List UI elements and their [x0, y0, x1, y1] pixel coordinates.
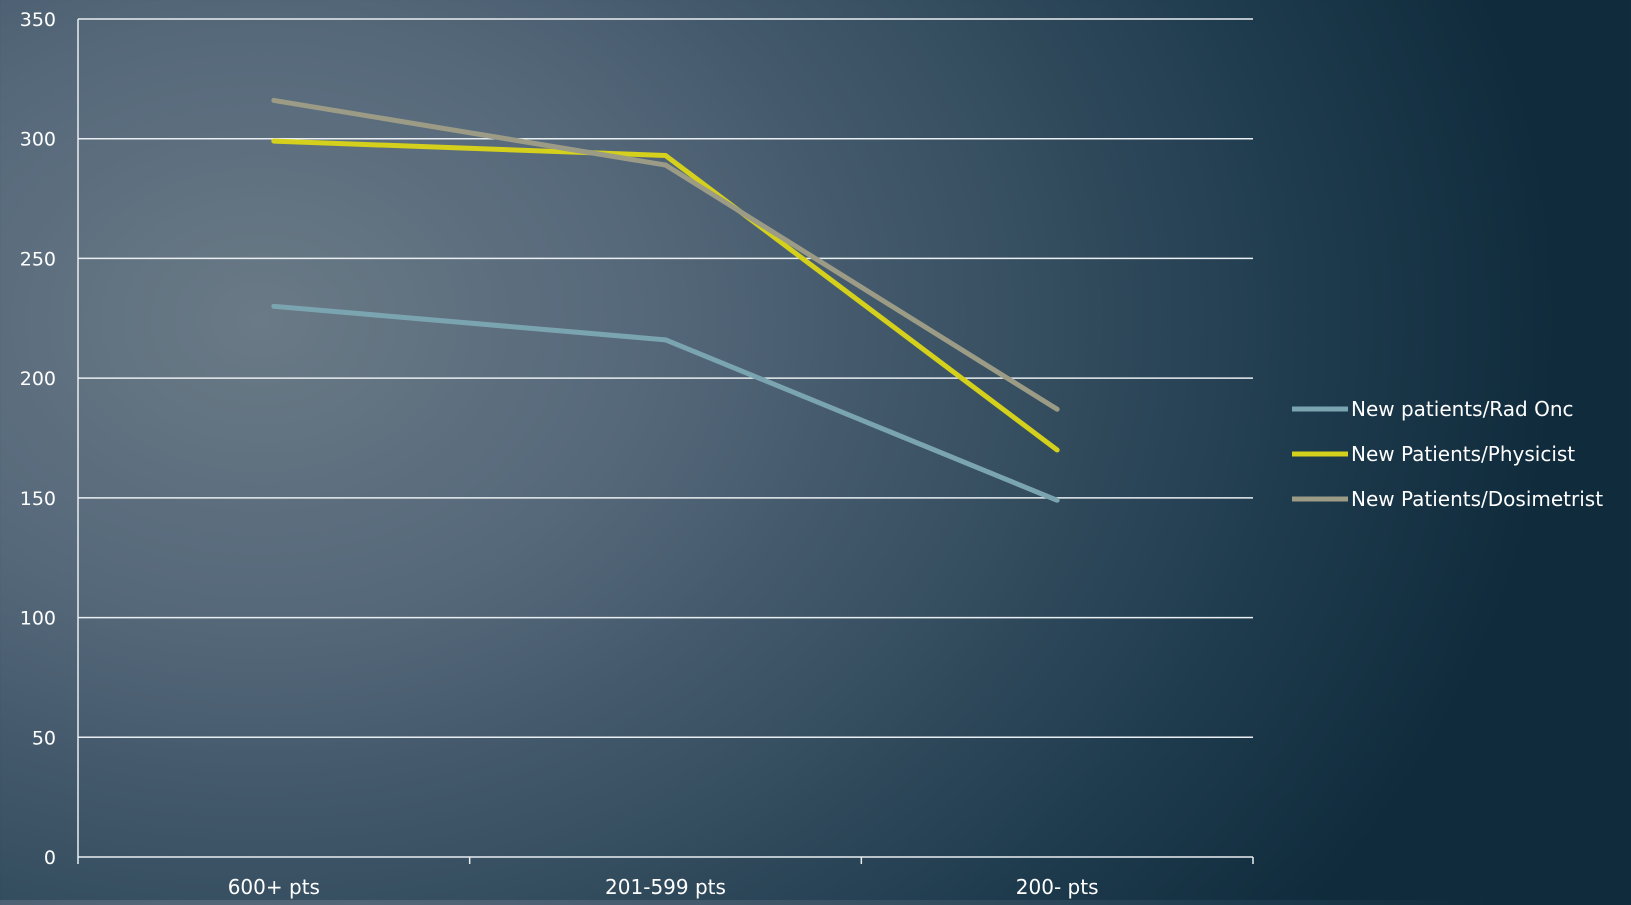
- y-tick-label: 250: [20, 248, 56, 270]
- x-tick-label: 200- pts: [1016, 875, 1099, 899]
- data-point: [271, 97, 277, 103]
- legend-item: New Patients/Physicist: [1292, 442, 1575, 466]
- data-point: [271, 138, 277, 144]
- y-tick-label: 300: [20, 129, 56, 151]
- data-point: [271, 303, 277, 309]
- data-point: [1054, 406, 1060, 412]
- x-tick-label: 201-599 pts: [605, 875, 726, 899]
- legend-label: New patients/Rad Onc: [1351, 397, 1574, 421]
- data-point: [663, 162, 668, 168]
- y-tick-label: 50: [32, 727, 56, 749]
- data-point: [663, 337, 668, 343]
- y-tick-label: 150: [20, 488, 56, 510]
- legend-label: New Patients/Physicist: [1351, 442, 1575, 466]
- legend-label: New Patients/Dosimetrist: [1351, 487, 1603, 511]
- series-line-2: [273, 138, 1059, 452]
- data-point: [663, 152, 668, 158]
- y-tick-label: 350: [20, 9, 56, 31]
- y-tick-label: 0: [44, 847, 56, 869]
- y-tick-label: 100: [20, 608, 56, 630]
- y-tick-label: 200: [20, 368, 56, 390]
- legend-item: New Patients/Dosimetrist: [1292, 487, 1603, 511]
- data-point: [1054, 447, 1060, 453]
- legend-item: New patients/Rad Onc: [1292, 397, 1574, 421]
- x-tick-label: 600+ pts: [228, 875, 320, 899]
- data-point: [1054, 497, 1060, 503]
